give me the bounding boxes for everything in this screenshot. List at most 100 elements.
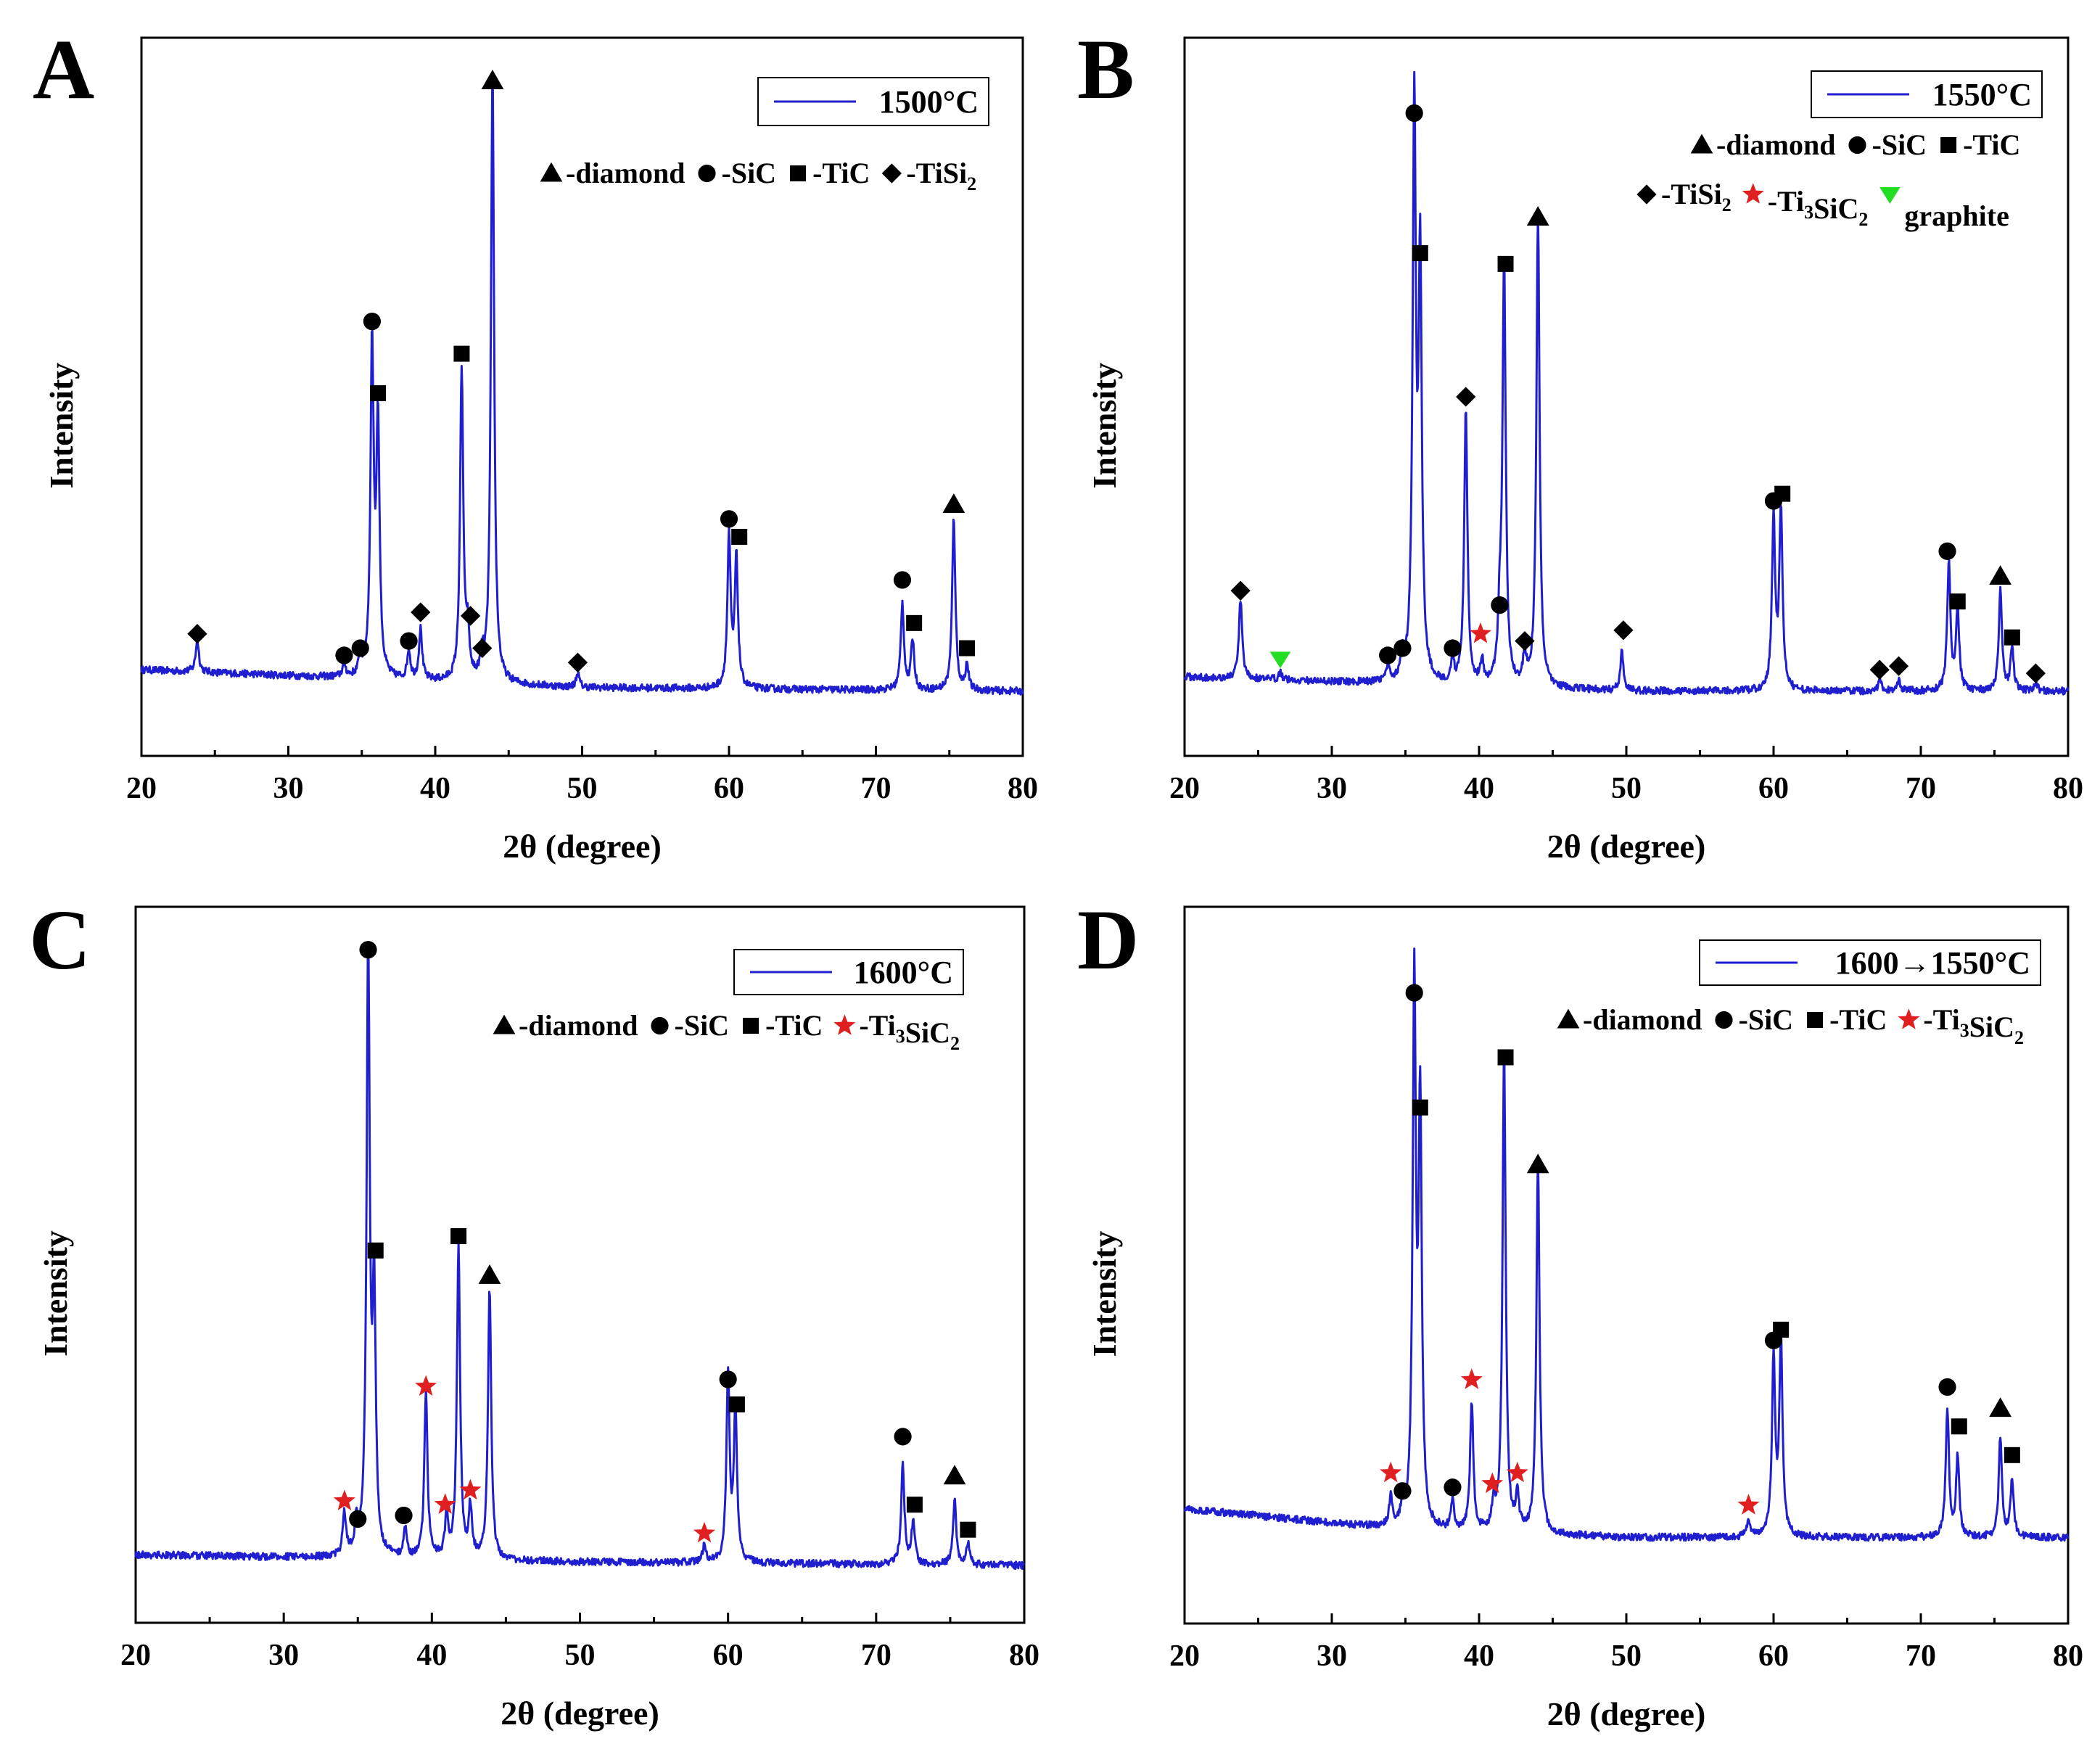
peak-marker-star xyxy=(1737,1494,1760,1515)
peak-marker-square xyxy=(959,640,976,657)
phase-label: graphite xyxy=(1904,199,2009,232)
x-tick-label: 20 xyxy=(126,772,157,805)
peak-marker-square xyxy=(367,1242,384,1259)
peak-marker-circle xyxy=(359,941,377,959)
x-axis-title: 2θ (degree) xyxy=(503,828,662,865)
peak-marker-diamond xyxy=(1869,659,1890,680)
x-tick-label: 30 xyxy=(273,772,304,805)
peak-marker-circle xyxy=(395,1506,413,1525)
peak-marker-circle xyxy=(349,1510,367,1528)
x-tick-label: 20 xyxy=(120,1639,151,1672)
x-tick-label: 30 xyxy=(268,1639,299,1672)
peak-marker-diamond xyxy=(187,624,207,644)
peak-marker-square xyxy=(1412,245,1428,261)
phase-label: -TiC xyxy=(1829,1003,1887,1036)
phase-key-marker xyxy=(1848,136,1866,155)
peak-marker-star xyxy=(1470,622,1492,643)
peak-marker-triangle xyxy=(1989,1397,2012,1417)
phase-label-sub: 3 xyxy=(1804,202,1813,223)
x-tick-label: 70 xyxy=(1906,772,1936,805)
phase-label: SiC xyxy=(1813,192,1858,225)
peak-marker-triangle xyxy=(478,1264,501,1284)
peak-marker-square xyxy=(2004,1447,2020,1463)
phase-label-sub: 2 xyxy=(950,1033,960,1054)
phase-label: -SiC xyxy=(722,157,777,189)
legend-label: 1600°C xyxy=(854,955,953,990)
panel-letter: A xyxy=(33,22,94,117)
x-tick-label: 80 xyxy=(1009,1639,1039,1672)
x-tick-label: 20 xyxy=(1169,1639,1200,1673)
peak-marker-circle xyxy=(1405,984,1423,1002)
x-tick-label: 40 xyxy=(416,1639,447,1672)
x-tick-label: 60 xyxy=(714,772,744,805)
panel-letter: C xyxy=(29,892,91,987)
panel-letter: D xyxy=(1077,892,1139,987)
phase-label: SiC xyxy=(1969,1011,2014,1043)
peak-marker-triangle-down xyxy=(1269,651,1291,669)
panel-b: B 20 30 40 50 60 70 80 2θ (degree) Intensity 1550°… xyxy=(1077,22,2083,865)
peak-marker-star xyxy=(434,1493,456,1514)
legend-label: 1500°C xyxy=(879,84,979,120)
x-tick-label: 70 xyxy=(861,772,892,805)
panel-d: D 20 30 40 50 60 70 80 2θ (degree) Intensity 1600→… xyxy=(1077,892,2083,1732)
phase-label: -diamond xyxy=(519,1009,638,1042)
phase-key-marker xyxy=(1742,183,1764,204)
y-axis-title: Intensity xyxy=(37,1230,74,1357)
x-tick-label: 50 xyxy=(1611,1639,1642,1673)
peak-marker-diamond xyxy=(1613,620,1634,641)
phase-key-marker xyxy=(1807,1012,1824,1028)
phase-key-row: -diamond -SiC -TiC -TiSi2 xyxy=(537,157,976,194)
peak-marker-diamond xyxy=(2025,663,2046,683)
phase-label: -TiC xyxy=(1963,128,2020,161)
x-tick-label: 40 xyxy=(1464,772,1494,805)
phase-key-marker xyxy=(1940,137,1957,153)
x-tick-label: 60 xyxy=(1758,1639,1789,1673)
peak-marker-square xyxy=(1497,255,1514,272)
phase-label: -SiC xyxy=(1872,128,1927,161)
x-axis-title: 2θ (degree) xyxy=(1547,1695,1706,1732)
phase-key-marker xyxy=(540,162,563,182)
x-tick-label: 20 xyxy=(1169,772,1200,805)
peak-marker-triangle xyxy=(942,493,965,514)
peak-marker-square xyxy=(906,1497,923,1513)
peak-marker-triangle xyxy=(1989,565,2012,585)
y-axis-title: Intensity xyxy=(43,363,80,489)
peak-marker-square xyxy=(906,614,923,631)
peak-marker-square xyxy=(1773,1321,1790,1338)
phase-label: -SiC xyxy=(1739,1003,1794,1036)
peak-marker-circle xyxy=(894,1428,912,1446)
peak-marker-circle xyxy=(335,646,353,664)
peak-marker-star xyxy=(415,1375,437,1396)
peak-marker-square xyxy=(450,1228,467,1245)
x-tick-label: 70 xyxy=(1906,1639,1936,1673)
peak-marker-circle xyxy=(1491,596,1509,614)
peak-marker-diamond xyxy=(472,638,493,659)
phase-label: -diamond xyxy=(1716,128,1836,161)
phase-key-marker xyxy=(881,163,902,184)
phase-key-marker xyxy=(1715,1011,1733,1029)
phase-key-row: -diamond -SiC -TiC xyxy=(1687,128,2020,161)
y-axis-title: Intensity xyxy=(1086,1231,1123,1357)
xrd-pattern-line xyxy=(140,81,1024,696)
phase-label: -TiC xyxy=(812,157,870,189)
peak-marker-square xyxy=(1949,593,1966,610)
peak-marker-star xyxy=(459,1478,482,1500)
phase-key-marker xyxy=(698,164,716,183)
phase-label: -TiSi xyxy=(1661,178,1722,210)
peak-marker-triangle xyxy=(1526,206,1549,226)
phase-label: -Ti xyxy=(1923,1003,1959,1036)
peak-marker-square xyxy=(1774,485,1791,502)
peak-marker-circle xyxy=(1379,646,1397,664)
legend-label: 1600→1550°C xyxy=(1835,945,2030,981)
phase-label: -TiSi xyxy=(906,157,967,189)
phase-label-sub: 3 xyxy=(1960,1020,1969,1041)
peak-marker-circle xyxy=(1393,639,1412,657)
xrd-pattern-line xyxy=(1183,70,2070,696)
peak-marker-square xyxy=(731,529,748,546)
x-tick-label: 40 xyxy=(420,772,450,805)
phase-label: SiC xyxy=(905,1016,950,1049)
x-tick-label: 70 xyxy=(861,1639,892,1672)
phase-label: -diamond xyxy=(1583,1003,1702,1036)
peak-marker-square xyxy=(960,1521,976,1538)
